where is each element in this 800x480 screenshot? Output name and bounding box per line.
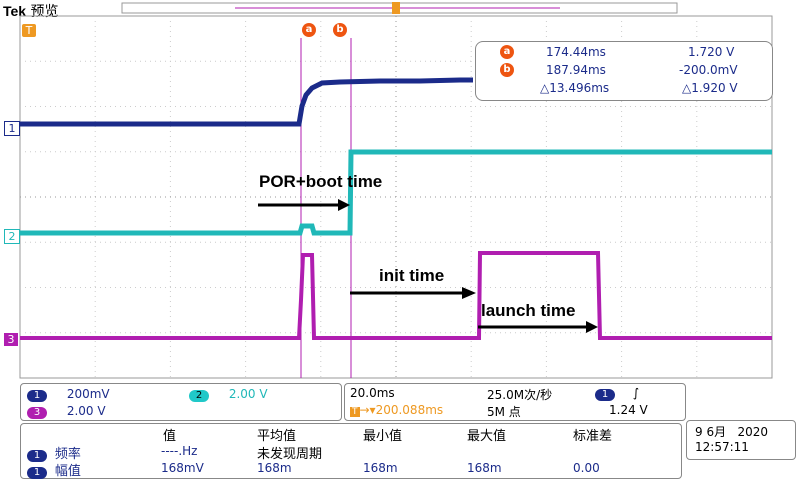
amplitude-min: 168m bbox=[363, 461, 398, 475]
trigger-position[interactable]: 200.088ms bbox=[375, 403, 444, 417]
ch2-scale[interactable]: 2.00 V bbox=[228, 387, 268, 401]
header-max: 最大值 bbox=[467, 429, 507, 444]
record-position-marker bbox=[392, 2, 400, 14]
ch3-badge[interactable]: 3 bbox=[27, 407, 47, 419]
ch2-ground-marker[interactable]: 2 bbox=[4, 229, 20, 244]
trigger-slope-icon[interactable]: ∫ bbox=[632, 386, 640, 400]
measurement-row-amplitude[interactable]: 1 幅值 bbox=[27, 460, 81, 479]
launch-time-label: launch time bbox=[481, 301, 576, 320]
ch2-trace bbox=[20, 149, 772, 236]
cursor-a-value: 1.720 V bbox=[688, 45, 735, 59]
trigger-source-badge[interactable]: 1 bbox=[595, 389, 615, 401]
cursor-b-value: -200.0mV bbox=[679, 63, 738, 77]
date-display: 9 6月 2020 bbox=[695, 425, 769, 439]
sample-rate: 25.0M次/秒 bbox=[487, 388, 553, 402]
ch2-badge[interactable]: 2 bbox=[189, 390, 209, 402]
init-time-label: init time bbox=[379, 266, 445, 285]
measurements-panel[interactable]: 值 平均值 最小值 最大值 标准差 1 频率 ----.Hz 未发现周期 1 幅… bbox=[20, 423, 682, 479]
trigger-level[interactable]: 1.24 V bbox=[609, 403, 648, 417]
cursor-b-tag[interactable]: b bbox=[333, 23, 347, 37]
trigger-position-icon: T bbox=[350, 407, 360, 417]
timebase-panel[interactable]: 20.0ms 25.0M次/秒 1 ∫ T →▾200.088ms 5M 点 1.… bbox=[344, 383, 686, 421]
cursor-a-time: 174.44ms bbox=[546, 45, 606, 59]
timebase-scale[interactable]: 20.0ms bbox=[350, 386, 395, 400]
trigger-level-marker[interactable]: T bbox=[22, 24, 36, 37]
cursor-readout: a 174.44ms 1.720 V b 187.94ms -200.0mV △… bbox=[475, 41, 773, 101]
ch1-scale[interactable]: 200mV bbox=[66, 387, 110, 401]
arrow-right-icon: →▾ bbox=[359, 403, 376, 417]
amplitude-value: 168mV bbox=[161, 461, 204, 475]
cursor-delta-value: △1.920 V bbox=[682, 81, 738, 95]
datetime-panel: 9 6月 2020 12:57:11 bbox=[686, 420, 796, 460]
header-value: 值 bbox=[163, 429, 177, 444]
cursor-delta-time: △13.496ms bbox=[540, 81, 610, 95]
frequency-value: ----.Hz bbox=[161, 444, 198, 458]
header-mean: 平均值 bbox=[257, 429, 297, 444]
ch3-trace bbox=[20, 251, 772, 340]
amplitude-max: 168m bbox=[467, 461, 502, 475]
cursor-b-time: 187.94ms bbox=[546, 63, 606, 77]
ch1-trace bbox=[20, 77, 473, 127]
cursor-a-tag[interactable]: a bbox=[302, 23, 316, 37]
frequency-mean: 未发现周期 bbox=[257, 447, 323, 462]
por-boot-label: POR+boot time bbox=[259, 172, 383, 191]
amplitude-mean: 168m bbox=[257, 461, 292, 475]
header-min: 最小值 bbox=[363, 429, 403, 444]
record-length: 5M 点 bbox=[487, 405, 521, 419]
amplitude-std: 0.00 bbox=[573, 461, 600, 475]
time-display: 12:57:11 bbox=[695, 440, 749, 454]
readout-b-tag: b bbox=[500, 63, 514, 77]
header-std: 标准差 bbox=[573, 429, 613, 444]
measurement-row-frequency[interactable]: 1 频率 bbox=[27, 443, 81, 462]
ch1-badge[interactable]: 1 bbox=[27, 390, 47, 402]
ch1-ground-marker[interactable]: 1 bbox=[4, 121, 20, 136]
readout-a-tag: a bbox=[500, 45, 514, 59]
channel-settings-panel[interactable]: 1 200mV 2 2.00 V 3 2.00 V bbox=[20, 383, 342, 421]
ch3-ground-marker[interactable]: 3 bbox=[4, 333, 18, 346]
ch3-scale[interactable]: 2.00 V bbox=[66, 404, 106, 418]
